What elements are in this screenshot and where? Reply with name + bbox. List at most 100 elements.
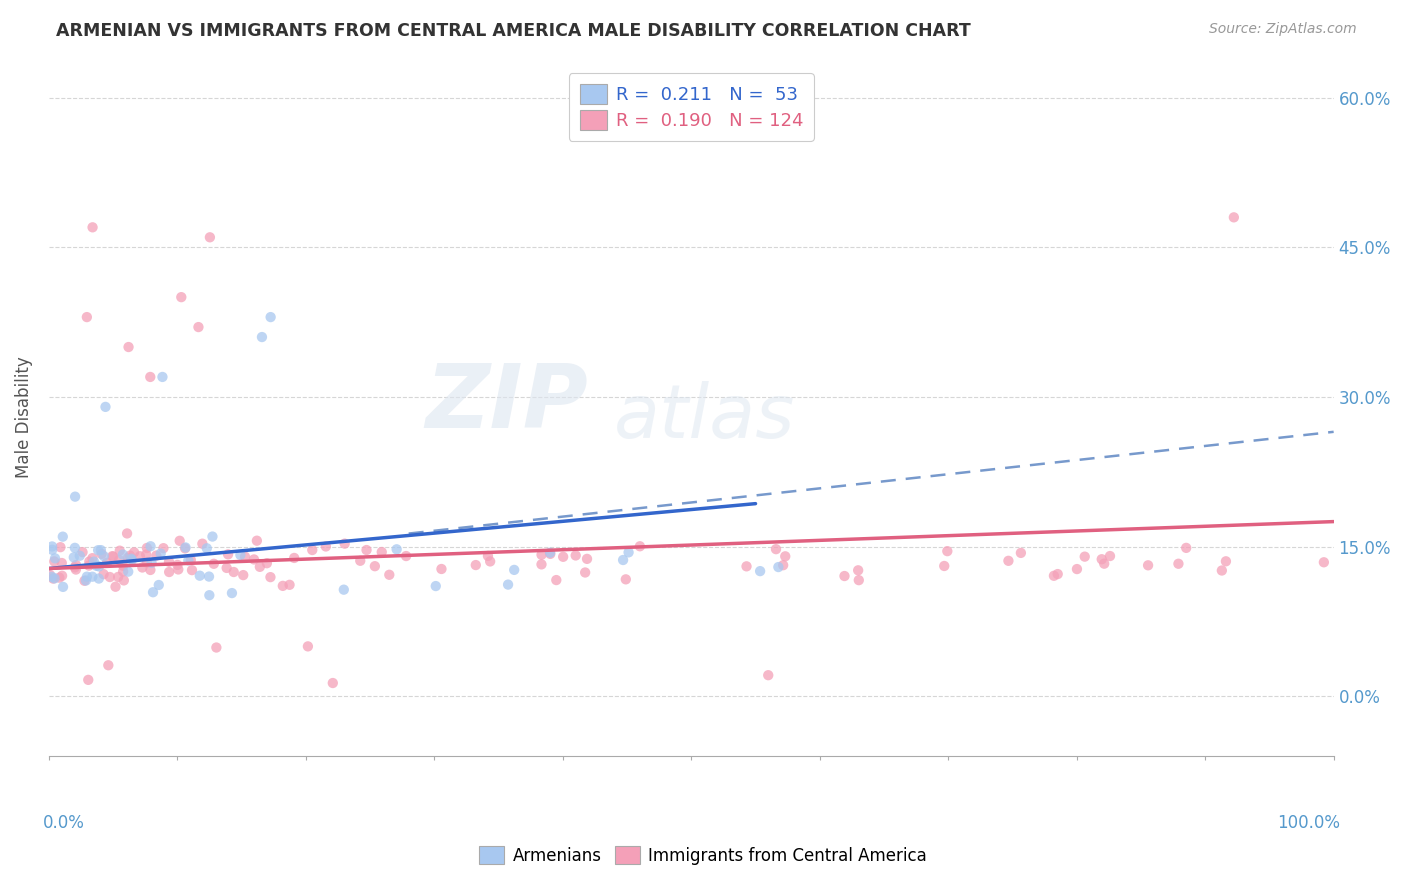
Point <box>181 563 204 577</box>
Point <box>65 563 87 577</box>
Point <box>477 549 499 563</box>
Point <box>112 574 135 588</box>
Point <box>122 545 145 559</box>
Point <box>349 554 371 568</box>
Point <box>157 555 180 569</box>
Point <box>75 574 97 588</box>
Point <box>756 668 779 682</box>
Point <box>425 579 447 593</box>
Point <box>135 541 157 555</box>
Point <box>229 548 252 562</box>
Point <box>205 640 228 655</box>
Point <box>1066 562 1088 576</box>
Point <box>76 569 98 583</box>
Point <box>617 545 640 559</box>
Point <box>936 544 959 558</box>
Point <box>112 558 135 573</box>
Point <box>546 573 568 587</box>
Point <box>118 549 141 563</box>
Point <box>848 573 870 587</box>
Point <box>195 541 218 556</box>
Point <box>52 580 75 594</box>
Point <box>177 553 200 567</box>
Point <box>934 559 956 574</box>
Point <box>538 546 561 560</box>
Point <box>250 330 273 344</box>
Point <box>232 568 254 582</box>
Point <box>246 533 269 548</box>
Point <box>1215 554 1237 568</box>
Point <box>139 539 162 553</box>
Text: ARMENIAN VS IMMIGRANTS FROM CENTRAL AMERICA MALE DISABILITY CORRELATION CHART: ARMENIAN VS IMMIGRANTS FROM CENTRAL AMER… <box>56 22 972 40</box>
Point <box>322 676 344 690</box>
Point <box>82 570 104 584</box>
Y-axis label: Male Disability: Male Disability <box>15 356 32 478</box>
Point <box>139 563 162 577</box>
Point <box>174 541 197 555</box>
Point <box>149 547 172 561</box>
Point <box>83 555 105 569</box>
Point <box>44 571 66 585</box>
Point <box>198 230 221 244</box>
Point <box>187 320 209 334</box>
Point <box>135 556 157 570</box>
Point <box>108 543 131 558</box>
Point <box>48 571 70 585</box>
Point <box>333 536 356 550</box>
Point <box>152 541 174 556</box>
Point <box>41 570 63 584</box>
Point <box>1074 549 1097 564</box>
Point <box>41 540 63 554</box>
Point <box>82 220 104 235</box>
Point <box>1175 541 1198 555</box>
Point <box>101 549 124 563</box>
Point <box>259 310 281 324</box>
Point <box>63 560 86 574</box>
Point <box>846 563 869 577</box>
Point <box>356 543 378 558</box>
Point <box>121 553 143 567</box>
Point <box>87 572 110 586</box>
Point <box>180 553 202 567</box>
Point <box>148 578 170 592</box>
Point <box>51 568 73 582</box>
Point <box>51 556 73 570</box>
Point <box>333 582 356 597</box>
Point <box>166 558 188 572</box>
Point <box>174 541 197 556</box>
Point <box>256 556 278 570</box>
Point <box>108 553 131 567</box>
Point <box>1046 567 1069 582</box>
Point <box>117 565 139 579</box>
Legend: R =  0.211   N =  53, R =  0.190   N = 124: R = 0.211 N = 53, R = 0.190 N = 124 <box>568 73 814 141</box>
Point <box>553 549 575 564</box>
Point <box>115 526 138 541</box>
Point <box>167 562 190 576</box>
Point <box>65 558 87 572</box>
Point <box>464 558 486 572</box>
Text: Source: ZipAtlas.com: Source: ZipAtlas.com <box>1209 22 1357 37</box>
Text: ZIP: ZIP <box>426 359 589 447</box>
Point <box>1167 557 1189 571</box>
Text: 100.0%: 100.0% <box>1277 814 1340 831</box>
Point <box>198 588 221 602</box>
Point <box>564 549 586 563</box>
Point <box>111 548 134 562</box>
Point <box>574 566 596 580</box>
Point <box>834 569 856 583</box>
Point <box>217 547 239 561</box>
Text: atlas: atlas <box>614 381 796 453</box>
Point <box>139 370 162 384</box>
Point <box>170 290 193 304</box>
Point <box>49 540 72 554</box>
Point <box>117 340 139 354</box>
Point <box>86 558 108 573</box>
Point <box>749 564 772 578</box>
Point <box>120 551 142 566</box>
Point <box>1043 568 1066 582</box>
Point <box>576 552 599 566</box>
Point <box>112 565 135 579</box>
Point <box>135 548 157 562</box>
Point <box>198 569 221 583</box>
Point <box>52 530 75 544</box>
